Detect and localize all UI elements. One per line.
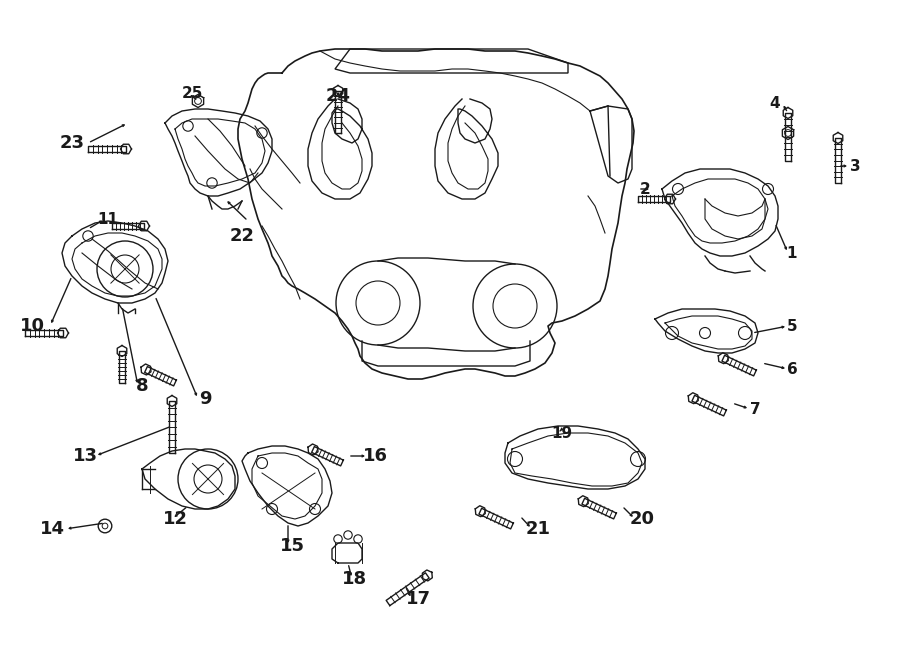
Text: 9: 9	[199, 390, 212, 408]
Text: 19: 19	[552, 426, 572, 440]
Text: 12: 12	[163, 510, 187, 528]
Text: 1: 1	[787, 245, 797, 260]
Text: 10: 10	[20, 317, 44, 335]
Text: 6: 6	[787, 362, 797, 377]
Text: 13: 13	[73, 447, 97, 465]
Text: 17: 17	[406, 590, 430, 608]
Text: 21: 21	[526, 520, 551, 538]
Text: 18: 18	[342, 570, 367, 588]
Text: 25: 25	[181, 85, 202, 100]
Text: 14: 14	[40, 520, 65, 538]
Text: 22: 22	[230, 227, 255, 245]
Text: 5: 5	[787, 319, 797, 334]
Text: 23: 23	[59, 134, 85, 152]
Text: 11: 11	[97, 212, 119, 227]
Text: 3: 3	[850, 159, 860, 173]
Text: 20: 20	[629, 510, 654, 528]
Text: 24: 24	[326, 87, 350, 105]
Text: 16: 16	[363, 447, 388, 465]
Text: 4: 4	[770, 95, 780, 110]
Text: 7: 7	[750, 401, 760, 416]
Text: 8: 8	[136, 377, 149, 395]
Text: 2: 2	[640, 182, 651, 196]
Text: 15: 15	[280, 537, 304, 555]
